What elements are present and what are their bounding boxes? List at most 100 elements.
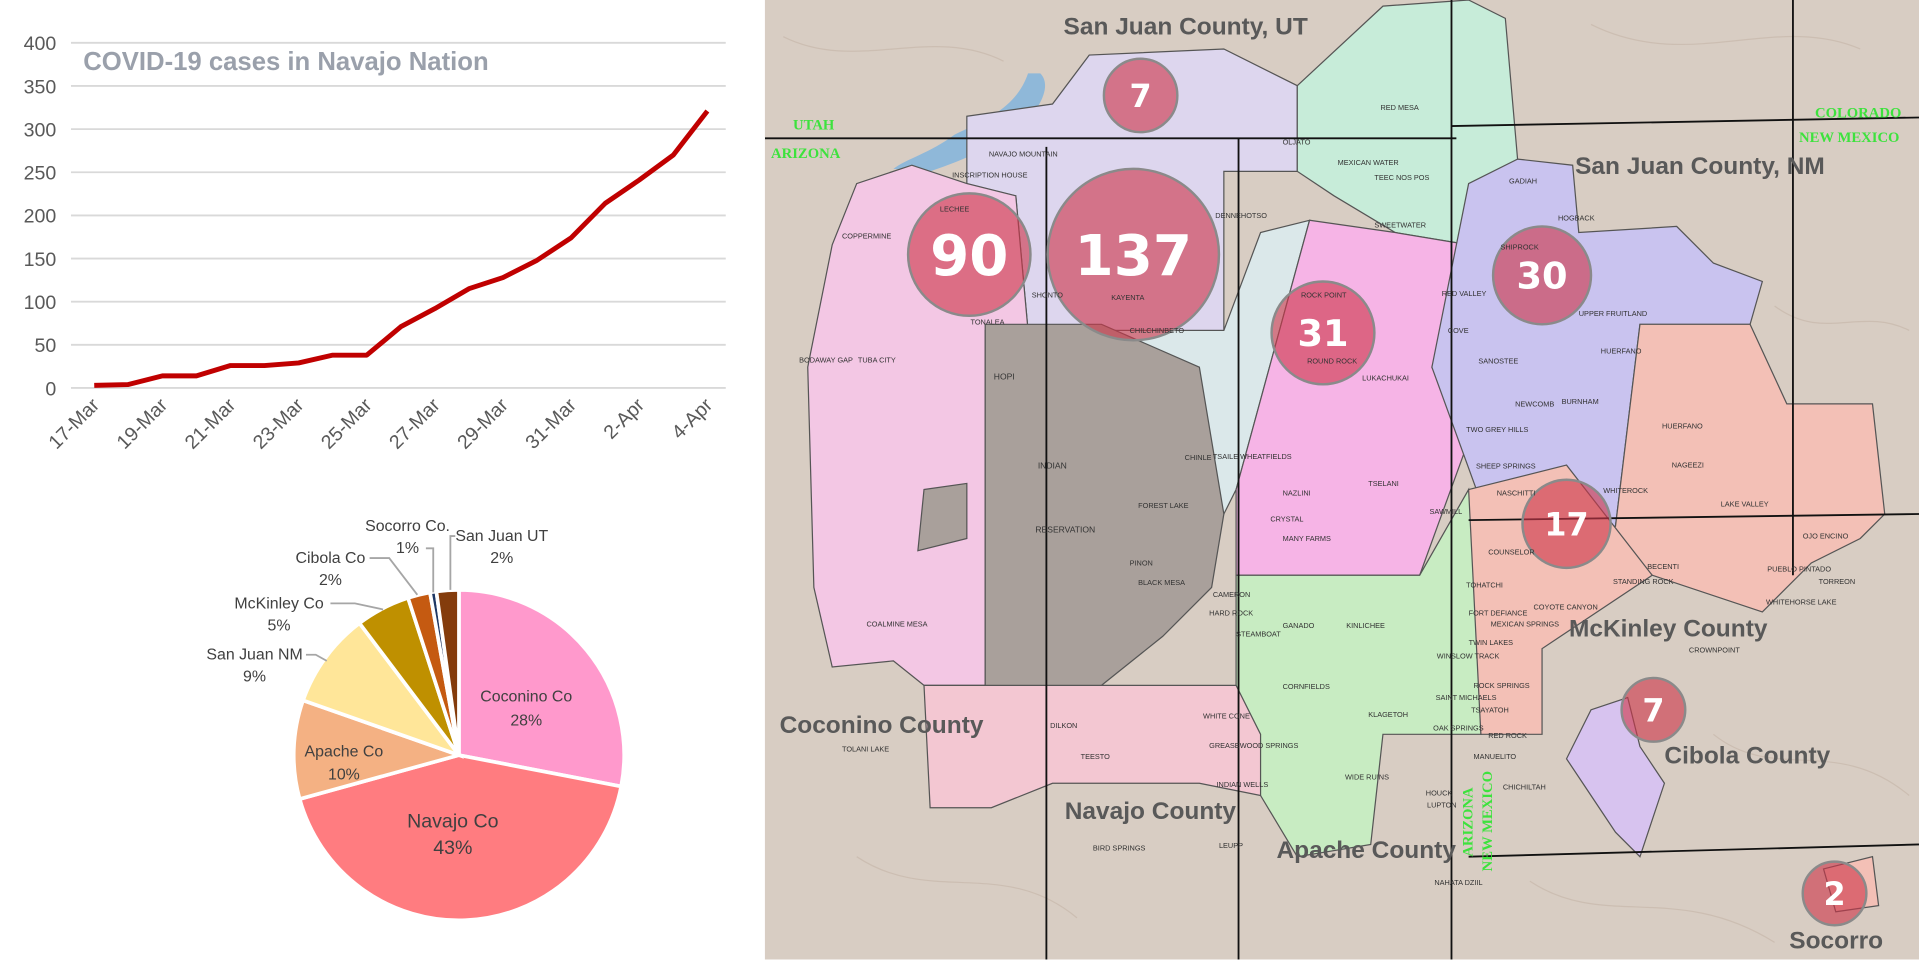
leader-mckinley	[330, 602, 384, 611]
state-label-new-mexico-vertical: NEW MEXICO	[1480, 771, 1496, 871]
chapter-label: TOHATCHI	[1466, 580, 1503, 589]
case-count: 17	[1544, 505, 1588, 543]
chapter-label: CHILCHINBETO	[1130, 326, 1185, 335]
chapter-label: CAMERON	[1213, 590, 1250, 599]
state-label-utah: UTAH	[793, 118, 835, 134]
y-tick-label: 100	[24, 292, 57, 314]
chapter-label: COYOTE CANYON	[1533, 602, 1597, 611]
chapter-label: SHONTO	[1032, 290, 1064, 299]
chapter-label: ROUND ROCK	[1307, 356, 1357, 365]
region-hopi-west	[917, 482, 968, 552]
x-tick-label: 23-Mar	[249, 394, 309, 454]
chapter-label: COPPERMINE	[842, 232, 891, 241]
leader-cibola	[369, 557, 419, 596]
chapter-label: OJO ENCINO	[1803, 531, 1849, 540]
pie-chart: Coconino Co 28% Navajo Co 43% Apache Co 10%…	[206, 518, 626, 923]
leader-socorro	[425, 547, 435, 593]
x-tick-label: 2-Apr	[600, 394, 650, 444]
state-label-new-mexico: NEW MEXICO	[1799, 130, 1899, 146]
chapter-label: KLAGETOH	[1368, 710, 1408, 719]
y-tick-label: 150	[24, 249, 57, 271]
chapter-label: FORT DEFIANCE	[1469, 609, 1528, 618]
chapter-label: WIDE RUINS	[1345, 773, 1389, 782]
chapter-label: WHITEHORSE LAKE	[1766, 598, 1837, 607]
y-tick-label: 200	[24, 206, 57, 228]
y-tick-label: 50	[35, 335, 57, 357]
chapter-label: NAHATA DZIIL	[1434, 878, 1482, 887]
chapter-label: ROCK POINT	[1301, 290, 1347, 299]
chapter-label: MEXICAN WATER	[1338, 158, 1399, 167]
pie-label-navajo: Navajo Co 43%	[407, 810, 499, 859]
chapter-label: SANOSTEE	[1478, 356, 1518, 365]
x-tick-label: 31-Mar	[521, 394, 581, 454]
chapter-label: MEXICAN SPRINGS	[1491, 620, 1560, 629]
chapter-label: CROWNPOINT	[1689, 645, 1740, 654]
chapter-label: RED MESA	[1381, 103, 1419, 112]
county-label-apache: Apache County	[1276, 837, 1456, 864]
county-label-san-juan-ut: San Juan County, UT	[1064, 13, 1308, 40]
chapter-label: INSCRIPTION HOUSE	[952, 170, 1027, 179]
case-count: 137	[1075, 224, 1192, 289]
chapter-label: TUBA CITY	[858, 355, 896, 364]
chapter-label: RED ROCK	[1488, 731, 1527, 740]
chapter-label: MANY FARMS	[1283, 534, 1331, 543]
county-label-socorro: Socorro	[1789, 927, 1883, 954]
chapter-label: HARD ROCK	[1209, 609, 1253, 618]
chapter-label: TSAILE WHEATFIELDS	[1213, 452, 1292, 461]
chapter-label: BIRD SPRINGS	[1093, 844, 1146, 853]
leader-sanjuanut	[449, 535, 456, 590]
chapter-label: CRYSTAL	[1270, 514, 1303, 523]
county-label-mckinley: McKinley County	[1569, 615, 1768, 642]
line-chart: 0 50 100 150 200 250 300 350 400 17-Mar 19-Mar 21-…	[24, 33, 726, 454]
x-tick-label: 4-Apr	[668, 394, 718, 444]
case-count: 90	[930, 224, 1008, 289]
chapter-label: DENNEHOTSO	[1215, 211, 1267, 220]
chapter-label: NASCHITTI	[1497, 489, 1536, 498]
pie-slice-san-juan-nm	[300, 620, 465, 759]
pie-slice-apache-co	[291, 698, 466, 802]
chapter-label: BURNHAM	[1562, 397, 1599, 406]
x-tick-label: 19-Mar	[113, 394, 173, 454]
chapter-label: GANADO	[1283, 621, 1315, 630]
chapter-label: NAZLINI	[1283, 489, 1311, 498]
case-bubble-apache	[1270, 280, 1376, 386]
chapter-label: CHICHILTAH	[1503, 782, 1546, 791]
chapter-label: KAYENTA	[1111, 293, 1144, 302]
case-count: 7	[1130, 77, 1152, 115]
indian-label: INDIAN	[1038, 461, 1067, 471]
chapter-label: COALMINE MESA	[866, 620, 927, 629]
county-label-coconino: Coconino County	[780, 712, 984, 739]
reservation-label: RESERVATION	[1035, 524, 1095, 534]
chapter-label: STEAMBOAT	[1236, 629, 1281, 638]
chapter-label: STANDING ROCK	[1613, 577, 1674, 586]
chapter-label: WINSLOW TRACK	[1437, 651, 1500, 660]
state-label-arizona: ARIZONA	[771, 146, 841, 162]
case-bubble-mckinley	[1521, 478, 1612, 570]
chapter-label: MANUELITO	[1474, 752, 1517, 761]
pie-label-apache: Apache Co 10%	[305, 743, 384, 783]
cases-line	[94, 109, 710, 388]
chapter-label: WHITE CONE	[1203, 711, 1250, 720]
chapter-label: SAINT MICHAELS	[1436, 693, 1497, 702]
chapter-label: SWEETWATER	[1374, 221, 1426, 230]
chapter-label: OLJATO	[1283, 137, 1311, 146]
chapter-label: DILKON	[1050, 721, 1077, 730]
case-bubble-cibola	[1620, 676, 1687, 743]
chapter-label: UPPER FRUITLAND	[1579, 309, 1647, 318]
y-tick-label: 0	[45, 378, 56, 400]
chapter-label: HUERFANO	[1601, 347, 1642, 356]
chapter-label: WHITEROCK	[1603, 486, 1648, 495]
chapter-label: PINON	[1130, 558, 1153, 567]
chapter-label: BODAWAY GAP	[799, 355, 853, 364]
hopi-label: HOPI	[994, 371, 1015, 381]
chapter-label: TEESTO	[1081, 752, 1110, 761]
y-tick-label: 250	[24, 163, 57, 185]
chapter-label: SHIPROCK	[1500, 243, 1538, 252]
chapter-label: TWO GREY HILLS	[1466, 425, 1528, 434]
chapter-label: ROCK SPRINGS	[1474, 681, 1530, 690]
pie-label-mckinley: McKinley Co 5%	[234, 595, 323, 634]
region-navajo-south	[923, 684, 1262, 809]
x-tick-label: 27-Mar	[385, 394, 445, 454]
chapter-label: INDIAN WELLS	[1217, 780, 1269, 789]
